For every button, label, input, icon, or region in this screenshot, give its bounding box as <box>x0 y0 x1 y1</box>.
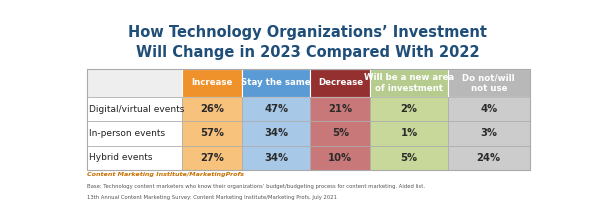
Text: 13th Annual Content Marketing Survey: Content Marketing Institute/Marketing Prof: 13th Annual Content Marketing Survey: Co… <box>86 195 337 200</box>
Bar <box>448 146 530 170</box>
Text: Decrease: Decrease <box>318 78 363 87</box>
Bar <box>310 146 370 170</box>
Text: 26%: 26% <box>200 104 224 114</box>
Bar <box>182 146 242 170</box>
Bar <box>310 69 370 97</box>
Text: 21%: 21% <box>328 104 352 114</box>
Text: In-person events: In-person events <box>89 129 166 138</box>
Text: How Technology Organizations’ Investment
Will Change in 2023 Compared With 2022: How Technology Organizations’ Investment… <box>128 25 487 60</box>
Bar <box>370 69 448 97</box>
Text: Digital/virtual events: Digital/virtual events <box>89 105 185 114</box>
Text: 27%: 27% <box>200 153 224 163</box>
Text: 47%: 47% <box>264 104 288 114</box>
Bar <box>86 69 530 170</box>
Text: 3%: 3% <box>480 128 497 138</box>
Bar <box>242 146 310 170</box>
Bar <box>242 69 310 97</box>
Text: Do not/will
not use: Do not/will not use <box>463 73 515 93</box>
Bar <box>370 121 448 146</box>
Bar <box>86 69 182 97</box>
Bar <box>242 121 310 146</box>
Text: 34%: 34% <box>264 128 288 138</box>
Bar <box>182 97 242 121</box>
Text: Increase: Increase <box>191 78 233 87</box>
Bar <box>448 69 530 97</box>
Bar <box>182 121 242 146</box>
Bar <box>448 121 530 146</box>
Text: 10%: 10% <box>328 153 352 163</box>
Bar <box>242 97 310 121</box>
Text: 5%: 5% <box>400 153 418 163</box>
Text: 1%: 1% <box>400 128 418 138</box>
Text: Will be a new area
of investment: Will be a new area of investment <box>364 73 454 93</box>
Text: 34%: 34% <box>264 153 288 163</box>
Bar <box>310 121 370 146</box>
Text: 57%: 57% <box>200 128 224 138</box>
Bar <box>370 97 448 121</box>
Bar <box>310 97 370 121</box>
Text: 24%: 24% <box>477 153 501 163</box>
Text: Hybrid events: Hybrid events <box>89 153 153 162</box>
Text: Stay the same: Stay the same <box>241 78 311 87</box>
Text: 2%: 2% <box>401 104 418 114</box>
Bar <box>86 121 182 146</box>
Bar <box>448 97 530 121</box>
Text: 4%: 4% <box>480 104 497 114</box>
Text: Base: Technology content marketers who know their organizations’ budget/budgetin: Base: Technology content marketers who k… <box>86 184 425 189</box>
Text: 5%: 5% <box>332 128 349 138</box>
Bar <box>182 69 242 97</box>
Bar <box>370 146 448 170</box>
Bar <box>86 146 182 170</box>
Bar <box>86 97 182 121</box>
Text: Content Marketing Institute/MarketingProfs: Content Marketing Institute/MarketingPro… <box>86 172 244 177</box>
